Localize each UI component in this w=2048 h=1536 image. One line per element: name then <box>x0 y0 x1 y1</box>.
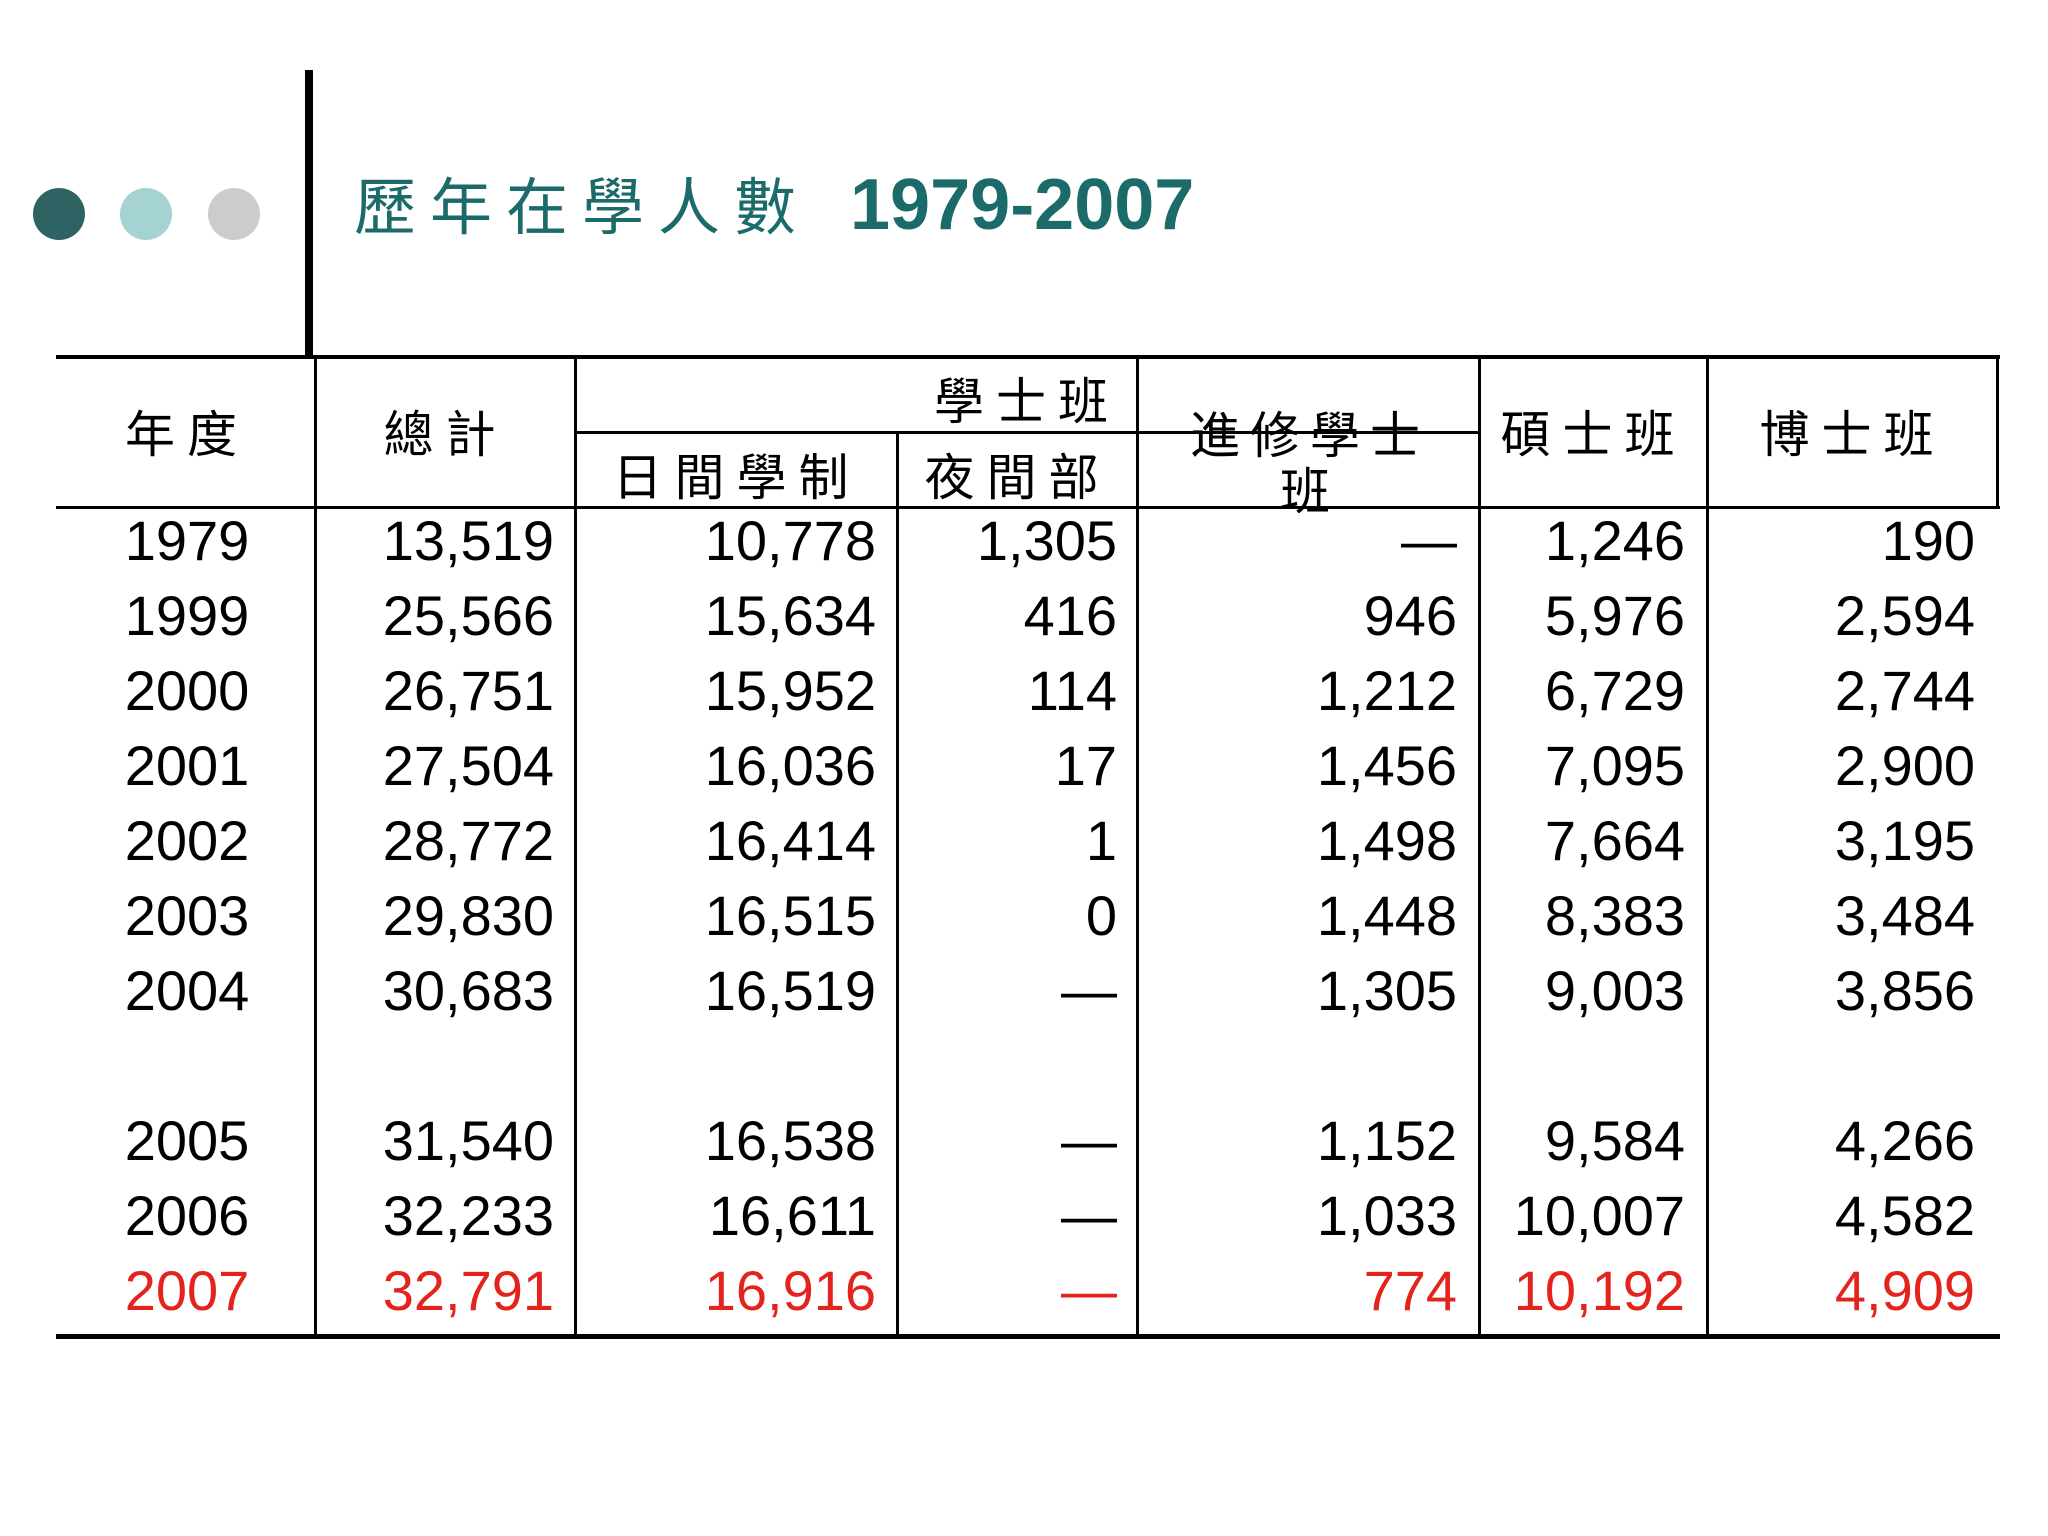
cell-day: 16,036 <box>704 734 876 797</box>
header-bachelor-group: 學士班 <box>934 373 1120 431</box>
cell-continuing: 1,456 <box>1316 734 1457 797</box>
cell-night: — <box>1061 1109 1117 1172</box>
cell-total: 31,540 <box>382 1109 554 1172</box>
cell-night: 416 <box>1023 584 1117 647</box>
cell-year: 2000 <box>124 659 250 722</box>
header-total: 總計 <box>383 406 508 464</box>
header-bottom-rule <box>56 506 2000 509</box>
cell-night: 0 <box>1085 884 1117 947</box>
cell-continuing: 1,033 <box>1316 1184 1457 1247</box>
cell-master: 6,729 <box>1544 659 1685 722</box>
cell-total: 29,830 <box>382 884 554 947</box>
column-divider <box>1706 356 1709 1336</box>
cell-doctor: 3,856 <box>1834 959 1975 1022</box>
cell-year: 2003 <box>124 884 250 947</box>
cell-total: 27,504 <box>382 734 554 797</box>
cell-master: 7,095 <box>1544 734 1685 797</box>
cell-master: 5,976 <box>1544 584 1685 647</box>
header-year: 年度 <box>125 406 249 464</box>
cell-doctor: 4,582 <box>1834 1184 1975 1247</box>
cell-night: 114 <box>1027 659 1117 722</box>
cell-day: 16,414 <box>704 809 876 872</box>
cell-doctor: 2,900 <box>1834 734 1975 797</box>
cell-continuing: 1,305 <box>1316 959 1457 1022</box>
cell-year: 2007 <box>124 1259 250 1322</box>
column-divider <box>896 432 899 1336</box>
cell-night: 1 <box>1085 809 1117 872</box>
decorative-dot-gray <box>208 188 260 240</box>
cell-day: 10,778 <box>704 509 876 572</box>
decorative-dot-light <box>120 188 172 240</box>
bachelor-group-rule <box>576 431 1480 434</box>
cell-total: 26,751 <box>382 659 554 722</box>
cell-year: 2004 <box>124 959 250 1022</box>
cell-day: 15,634 <box>704 584 876 647</box>
cell-year: 2006 <box>124 1184 250 1247</box>
cell-doctor: 4,909 <box>1834 1259 1975 1322</box>
cell-continuing: 1,498 <box>1316 809 1457 872</box>
cell-total: 32,791 <box>382 1259 554 1322</box>
table-bottom-rule <box>56 1334 2000 1339</box>
cell-master: 7,664 <box>1544 809 1685 872</box>
cell-doctor: 4,266 <box>1834 1109 1975 1172</box>
cell-master: 9,584 <box>1544 1109 1685 1172</box>
header-night-program: 夜間部 <box>924 449 1111 507</box>
cell-night: — <box>1061 1259 1117 1322</box>
cell-night: 17 <box>1054 734 1117 797</box>
title-divider <box>305 70 313 356</box>
cell-doctor: 2,594 <box>1834 584 1975 647</box>
cell-doctor: 2,744 <box>1834 659 1975 722</box>
cell-day: 16,611 <box>708 1184 876 1247</box>
cell-total: 25,566 <box>382 584 554 647</box>
slide-title-text: 歷年在學人數 <box>354 171 811 244</box>
cell-year: 2005 <box>124 1109 250 1172</box>
slide-title: 歷年在學人數 1979-2007 <box>354 160 1194 250</box>
cell-continuing: 1,212 <box>1316 659 1457 722</box>
column-divider <box>314 356 317 1336</box>
cell-year: 2002 <box>124 809 250 872</box>
cell-continuing: 946 <box>1363 584 1457 647</box>
cell-total: 28,772 <box>382 809 554 872</box>
header-master: 碩士班 <box>1500 406 1687 464</box>
cell-total: 32,233 <box>382 1184 554 1247</box>
cell-day: 16,916 <box>704 1259 876 1322</box>
cell-day: 16,538 <box>704 1109 876 1172</box>
cell-night: 1,305 <box>976 509 1117 572</box>
cell-continuing: 774 <box>1363 1259 1457 1322</box>
header-doctor: 博士班 <box>1759 406 1946 464</box>
cell-continuing: — <box>1401 509 1457 572</box>
header-continuing-education: 進修學士班 <box>1190 407 1430 521</box>
cell-day: 16,515 <box>704 884 876 947</box>
decorative-dot-dark <box>33 188 85 240</box>
cell-year: 1979 <box>124 509 250 572</box>
cell-day: 16,519 <box>704 959 876 1022</box>
column-divider <box>1136 356 1139 1336</box>
cell-night: — <box>1061 1184 1117 1247</box>
cell-doctor: 3,195 <box>1834 809 1975 872</box>
column-divider <box>574 356 577 1336</box>
cell-master: 1,246 <box>1544 509 1685 572</box>
cell-total: 13,519 <box>382 509 554 572</box>
slide-title-years: 1979-2007 <box>850 165 1195 245</box>
cell-master: 10,192 <box>1513 1259 1685 1322</box>
cell-continuing: 1,152 <box>1316 1109 1457 1172</box>
cell-day: 15,952 <box>704 659 876 722</box>
cell-master: 9,003 <box>1544 959 1685 1022</box>
column-divider <box>1478 356 1481 1336</box>
cell-year: 1999 <box>124 584 250 647</box>
cell-night: — <box>1061 959 1117 1022</box>
table-right-border <box>1996 356 1999 508</box>
cell-continuing: 1,448 <box>1316 884 1457 947</box>
table-top-rule <box>56 355 2000 359</box>
cell-master: 10,007 <box>1513 1184 1685 1247</box>
cell-year: 2001 <box>124 734 250 797</box>
header-day-program: 日間學制 <box>612 449 861 507</box>
cell-doctor: 190 <box>1881 509 1975 572</box>
cell-master: 8,383 <box>1544 884 1685 947</box>
cell-total: 30,683 <box>382 959 554 1022</box>
cell-doctor: 3,484 <box>1834 884 1975 947</box>
